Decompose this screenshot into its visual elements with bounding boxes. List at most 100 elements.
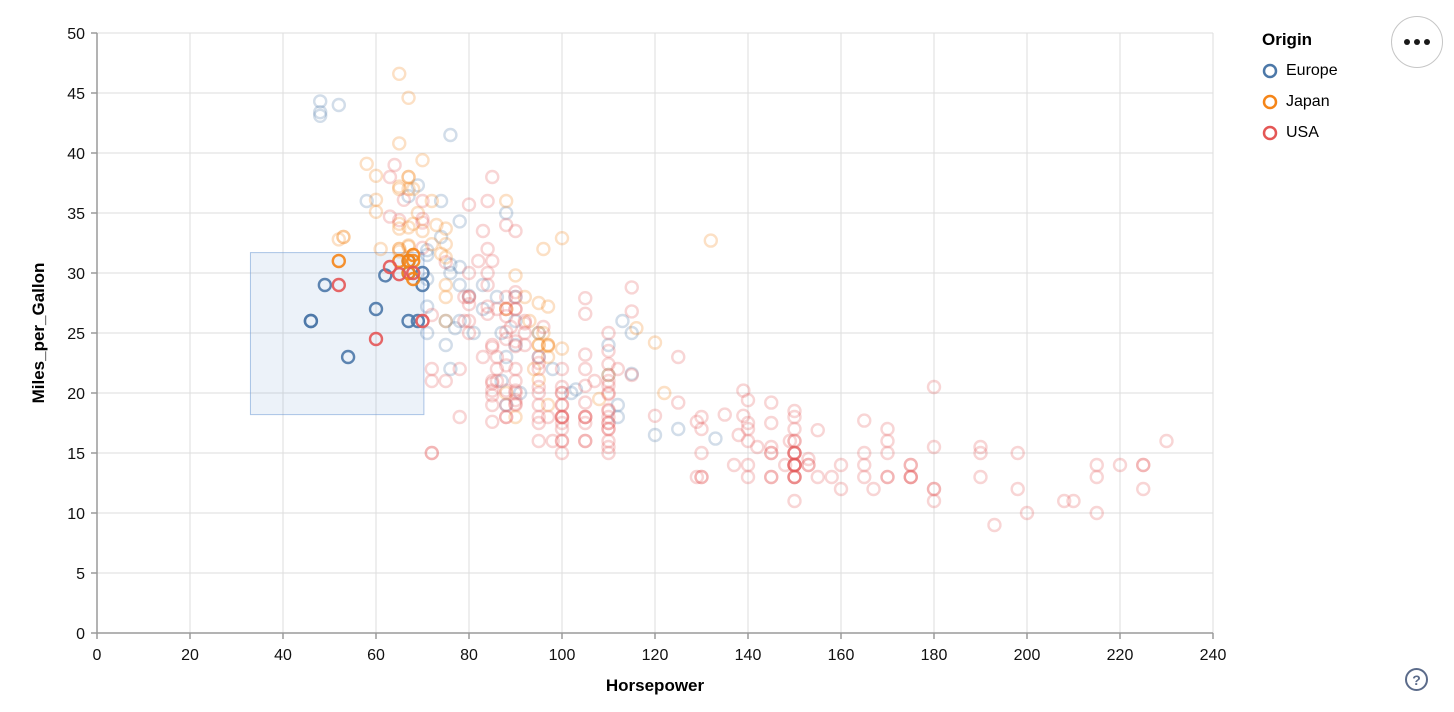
actions-menu-button[interactable]: [1391, 16, 1443, 68]
data-point: [499, 409, 514, 425]
data-point: [647, 335, 663, 350]
ellipsis-icon: [1424, 39, 1430, 45]
data-point: [392, 267, 407, 282]
data-point: [499, 385, 514, 401]
brush-selection[interactable]: [249, 252, 425, 416]
data-point: [508, 409, 523, 425]
data-point: [554, 397, 570, 413]
legend-entry-japan[interactable]: Japan: [1262, 93, 1338, 111]
data-point: [396, 192, 412, 208]
data-point: [424, 361, 439, 377]
data-point: [601, 387, 616, 402]
data-point: [540, 409, 556, 425]
data-point: [522, 313, 537, 329]
y-tick-label: 0: [76, 626, 85, 643]
data-point: [801, 457, 816, 473]
axes: 0 20 40 60 80 100 120 140 160 180 200 220 240 0 5 10 15 2…: [67, 26, 1226, 664]
data-point: [624, 325, 639, 341]
data-point: [485, 397, 500, 413]
data-point: [787, 457, 802, 473]
legend-label: Europe: [1286, 62, 1338, 79]
data-point: [531, 295, 546, 311]
data-point: [736, 383, 751, 398]
data-point: [461, 297, 477, 312]
data-point: [694, 469, 709, 485]
x-tick-label: 200: [1014, 647, 1041, 664]
data-point: [447, 321, 463, 336]
data-point: [880, 469, 895, 485]
legend-entry-europe[interactable]: Europe: [1262, 62, 1338, 80]
y-tick-label: 45: [67, 86, 85, 103]
data-point: [926, 481, 942, 497]
data-point: [438, 236, 453, 252]
data-point: [392, 221, 407, 236]
data-point: [787, 457, 802, 473]
data-point: [903, 457, 918, 473]
data-point: [926, 493, 942, 509]
data-point: [480, 306, 495, 321]
data-point: [866, 481, 881, 497]
data-point: [508, 396, 523, 411]
data-point: [694, 421, 709, 437]
data-point: [452, 214, 467, 229]
data-point: [508, 289, 523, 305]
data-point: [987, 517, 1002, 533]
data-point: [1019, 505, 1035, 521]
data-point: [787, 457, 802, 473]
data-point: [526, 361, 542, 377]
data-point: [452, 313, 467, 329]
data-point: [787, 445, 802, 461]
data-point: [485, 376, 500, 391]
x-tick-label: 0: [93, 647, 102, 664]
data-point: [303, 313, 319, 329]
data-point: [499, 331, 514, 347]
data-point: [508, 337, 523, 353]
data-point: [415, 193, 430, 209]
x-tick-label: 80: [460, 647, 478, 664]
data-point: [433, 229, 449, 245]
legend-entry-usa[interactable]: USA: [1262, 124, 1338, 142]
data-point: [903, 469, 918, 485]
data-point: [392, 212, 407, 228]
data-point: [1112, 457, 1128, 473]
data-point: [499, 193, 514, 209]
data-point: [415, 223, 430, 239]
data-point: [499, 358, 514, 373]
data-point: [531, 433, 546, 449]
data-point: [787, 409, 802, 425]
data-point: [336, 229, 351, 245]
data-point: [787, 433, 802, 449]
data-point: [973, 445, 988, 461]
data-point: [494, 373, 509, 389]
data-point: [554, 385, 570, 401]
data-point: [475, 349, 491, 365]
data-point: [531, 337, 546, 353]
data-point: [438, 221, 453, 236]
data-point: [438, 289, 453, 305]
data-point: [740, 433, 756, 449]
data-point: [485, 169, 500, 185]
data-point: [787, 457, 802, 473]
data-point: [485, 383, 500, 398]
data-point: [740, 469, 756, 485]
help-button[interactable]: ?: [1405, 668, 1428, 691]
data-point: [452, 277, 467, 293]
data-point: [517, 316, 532, 331]
data-point: [331, 97, 346, 113]
data-point: [531, 349, 546, 365]
data-point: [778, 457, 793, 473]
data-point: [531, 415, 546, 431]
data-point: [787, 469, 802, 485]
data-point: [624, 366, 639, 381]
data-point: [554, 361, 570, 377]
x-tick-label: 120: [642, 647, 669, 664]
data-point: [489, 361, 505, 377]
data-point: [810, 469, 825, 485]
data-point: [531, 372, 546, 387]
x-tick-label: 40: [274, 647, 292, 664]
data-point: [424, 236, 439, 252]
data-point: [508, 393, 523, 408]
data-point: [508, 334, 523, 349]
data-point: [750, 439, 765, 455]
